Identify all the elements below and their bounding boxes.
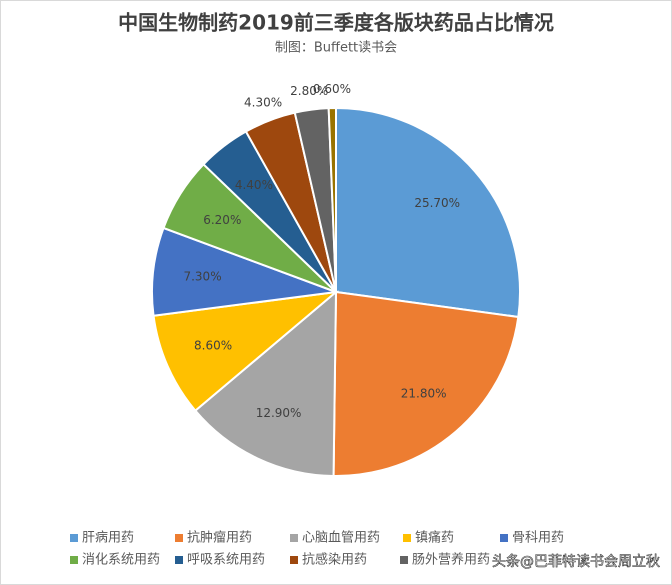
chart-title: 中国生物制药2019前三季度各版块药品占比情况 (118, 11, 554, 35)
legend-swatch (70, 534, 78, 542)
legend-label: 抗肿瘤用药 (187, 530, 252, 546)
pie-slice (193, 289, 338, 477)
legend-swatch (70, 556, 78, 564)
legend-label: 肝病用药 (82, 531, 134, 546)
data-label: 7.30% (183, 269, 221, 283)
data-label: 12.90% (256, 406, 302, 420)
legend-swatch (290, 534, 298, 542)
data-label: 6.20% (203, 213, 241, 227)
legend-label: 消化系统用药 (82, 553, 160, 568)
pie-slice (152, 290, 340, 413)
legend-swatch (400, 556, 408, 564)
legend-swatch (403, 534, 411, 542)
data-label: 25.70% (414, 196, 460, 210)
legend-label: 呼吸系统用药 (187, 553, 265, 568)
data-label: 0.60% (313, 82, 351, 96)
legend-swatch (175, 534, 183, 542)
chart-subtitle: 制图：Buffett读书会 (275, 41, 397, 56)
data-label: 2.80% (290, 84, 328, 98)
watermark: 头条@巴菲特读书会周立秋 (492, 553, 660, 570)
data-label: 4.40% (235, 178, 273, 192)
data-label: 4.30% (244, 96, 282, 110)
pie-slice (335, 106, 521, 319)
legend-label: 镇痛药 (415, 530, 454, 546)
pie-slice (327, 106, 337, 293)
legend-label: 心脑血管用药 (302, 531, 380, 546)
legend-label: 肠外营养用药 (412, 552, 490, 568)
legend-swatch (500, 534, 508, 542)
legend-label: 抗感染用药 (302, 552, 367, 568)
data-label: 21.80% (401, 386, 447, 400)
legend-swatch (175, 556, 183, 564)
legend-swatch (290, 556, 298, 564)
pie-slice (332, 290, 520, 477)
legend-label: 骨科用药 (512, 531, 564, 546)
data-label: 8.60% (194, 339, 232, 353)
